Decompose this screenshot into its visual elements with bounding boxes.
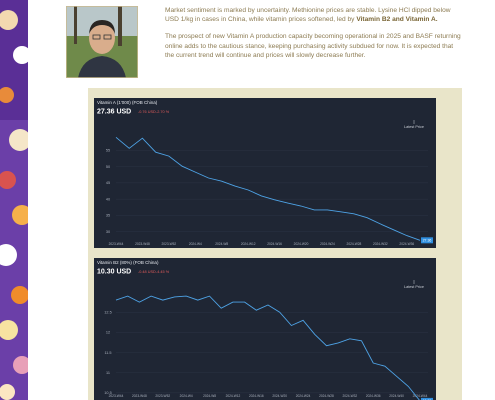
latest-label: Latest Price bbox=[404, 125, 424, 129]
x-tick-label: 2024-W40 bbox=[389, 394, 404, 398]
x-tick-label: 2024-W32 bbox=[373, 242, 388, 246]
text: The prospect of new Vitamin A production… bbox=[165, 33, 461, 59]
x-tick-label: 2024-W24 bbox=[320, 242, 335, 246]
y-tick-label: 45 bbox=[106, 181, 110, 185]
y-tick-label: 55 bbox=[106, 149, 110, 153]
x-tick-label: 2023-W44 bbox=[109, 394, 124, 398]
price-line bbox=[115, 136, 421, 241]
x-tick-label: 2024-W32 bbox=[342, 394, 357, 398]
change-pct: -4.45 % bbox=[156, 270, 170, 274]
x-tick-label: 2024-W36 bbox=[399, 242, 414, 246]
y-tick-label: 12 bbox=[106, 331, 110, 335]
x-tick-label: 2024-W8 bbox=[203, 394, 216, 398]
chart-title: Vitamin A (1'000) (FOB China) bbox=[97, 100, 158, 105]
x-tick-label: 2024-W16 bbox=[267, 242, 282, 246]
y-tick-label: 30 bbox=[106, 230, 110, 234]
y-tick-label: 11.5 bbox=[104, 351, 111, 355]
x-tick-label: 2024-W4 bbox=[180, 394, 193, 398]
y-tick-label: 11 bbox=[106, 371, 110, 375]
x-tick-label: 2024-W28 bbox=[347, 242, 362, 246]
x-tick-label: 2024-W12 bbox=[226, 394, 241, 398]
x-tick-label: 2024-W28 bbox=[319, 394, 334, 398]
x-tick-label: 2024-W44 bbox=[413, 394, 428, 398]
paragraph: The prospect of new Vitamin A production… bbox=[165, 32, 463, 60]
pills-image bbox=[0, 0, 28, 400]
y-tick-label: 50 bbox=[106, 165, 110, 169]
x-tick-label: 2023-W44 bbox=[109, 242, 124, 246]
x-tick-label: 2023-W52 bbox=[155, 394, 170, 398]
chart: Vitamin B2 (80%) (FOB China) 10.30 USD -0.… bbox=[94, 258, 436, 400]
text: Market sentiment is marked by uncertaint… bbox=[165, 7, 451, 24]
chart: Vitamin A (1'000) (FOB China) 27.36 USD -0… bbox=[94, 98, 436, 248]
author-photo bbox=[66, 6, 138, 78]
x-tick-label: 2024-W36 bbox=[366, 394, 381, 398]
change-pct: -2.70 % bbox=[156, 110, 170, 114]
x-tick-label: 2023-W48 bbox=[132, 394, 147, 398]
x-tick-label: 2024-W20 bbox=[294, 242, 309, 246]
price: 10.30 USD bbox=[97, 269, 131, 276]
change: -0.76 USD bbox=[138, 110, 156, 114]
x-tick-label: 2024-W20 bbox=[272, 394, 287, 398]
latest-tag bbox=[421, 237, 433, 244]
x-tick-label: 2024-W4 bbox=[189, 242, 202, 246]
bold-text: Vitamin B2 and Vitamin A. bbox=[356, 16, 438, 24]
article: Market sentiment is marked by uncertaint… bbox=[165, 6, 463, 68]
x-tick-label: 2024-W8 bbox=[215, 242, 228, 246]
price-line bbox=[115, 295, 420, 400]
paragraph: Market sentiment is marked by uncertaint… bbox=[165, 6, 463, 24]
x-tick-label: 2023-W52 bbox=[162, 242, 177, 246]
x-tick-label: 2024-W24 bbox=[296, 394, 311, 398]
chart-title: Vitamin B2 (80%) (FOB China) bbox=[97, 260, 159, 265]
y-tick-label: 35 bbox=[106, 214, 110, 218]
latest-value: 27.36 bbox=[423, 239, 432, 243]
x-tick-label: 2024-W16 bbox=[249, 394, 264, 398]
change: -0.48 USD bbox=[138, 270, 156, 274]
latest-tag bbox=[421, 397, 433, 400]
latest-label: Latest Price bbox=[404, 285, 424, 289]
y-tick-label: 40 bbox=[106, 197, 110, 201]
y-tick-label: 10.5 bbox=[104, 391, 111, 395]
price: 27.36 USD bbox=[97, 109, 131, 116]
y-tick-label: 12.5 bbox=[104, 311, 111, 315]
x-tick-label: 2023-W48 bbox=[135, 242, 150, 246]
x-tick-label: 2024-W12 bbox=[241, 242, 256, 246]
